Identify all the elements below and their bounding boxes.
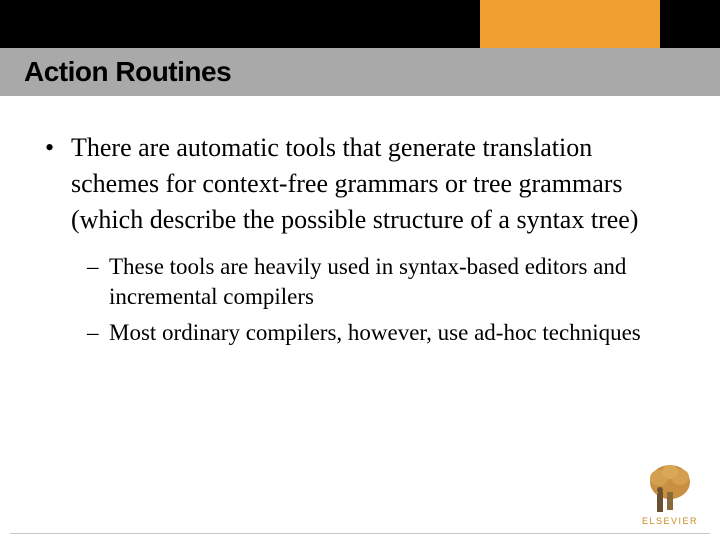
sub-bullet-text: These tools are heavily used in syntax-b… [109, 252, 665, 312]
sub-bullet-marker: – [87, 318, 101, 348]
sub-bullet-row: – These tools are heavily used in syntax… [87, 252, 665, 312]
sub-bullet-list: – These tools are heavily used in syntax… [87, 252, 665, 348]
main-bullet-row: • There are automatic tools that generat… [45, 130, 665, 238]
publisher-label: ELSEVIER [642, 516, 698, 526]
footer-divider [10, 533, 710, 534]
sub-bullet-text: Most ordinary compilers, however, use ad… [109, 318, 641, 348]
bullet-marker: • [45, 130, 59, 238]
content-area: • There are automatic tools that generat… [45, 130, 665, 354]
slide-title: Action Routines [24, 56, 231, 88]
title-bar: Action Routines [0, 48, 720, 96]
publisher-logo: ELSEVIER [642, 462, 698, 526]
header-orange-block [480, 0, 660, 48]
sub-bullet-row: – Most ordinary compilers, however, use … [87, 318, 665, 348]
sub-bullet-marker: – [87, 252, 101, 312]
elsevier-tree-icon [643, 462, 697, 514]
main-bullet-text: There are automatic tools that generate … [71, 130, 665, 238]
